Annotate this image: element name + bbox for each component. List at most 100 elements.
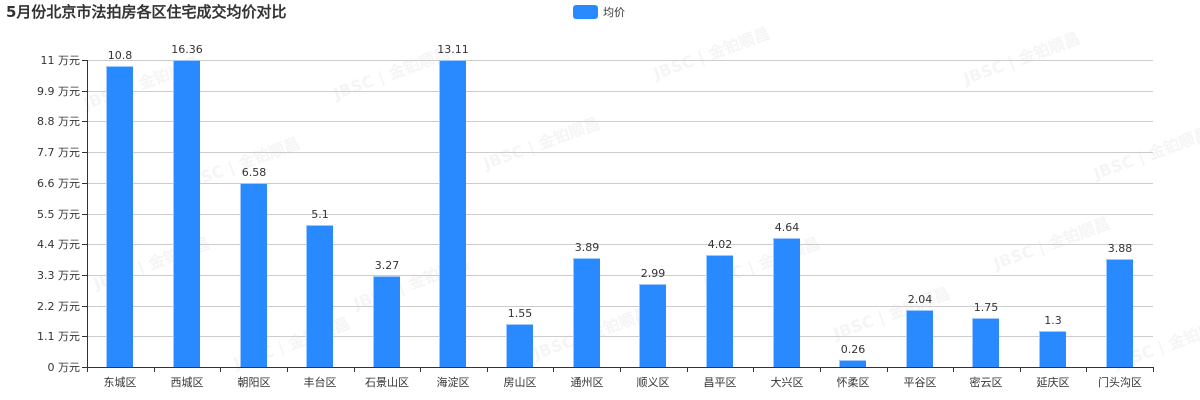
data-label: 16.36 bbox=[171, 43, 203, 56]
x-axis-tick bbox=[487, 367, 488, 372]
y-axis-label: 8.8 万元 bbox=[37, 115, 80, 128]
data-label: 13.11 bbox=[437, 43, 469, 56]
y-axis-tick bbox=[82, 91, 87, 92]
legend-swatch-icon bbox=[573, 5, 598, 19]
x-axis-label: 顺义区 bbox=[636, 376, 670, 389]
x-axis-tick bbox=[820, 367, 821, 372]
y-axis-tick bbox=[82, 183, 87, 184]
data-label: 4.64 bbox=[774, 221, 800, 234]
x-axis-label: 东城区 bbox=[103, 376, 137, 389]
y-axis-label: 1.1 万元 bbox=[37, 330, 80, 343]
bar-密云区[interactable] bbox=[972, 318, 999, 367]
x-axis-label: 石景山区 bbox=[365, 376, 409, 389]
gridline bbox=[87, 306, 1153, 307]
x-axis-label: 昌平区 bbox=[703, 376, 737, 389]
x-axis-tick bbox=[87, 367, 88, 372]
watermark: JBSC | 金铂顺昌 bbox=[650, 23, 773, 84]
legend-label: 均价 bbox=[603, 6, 625, 19]
x-axis-tick bbox=[220, 367, 221, 372]
x-axis-tick bbox=[1086, 367, 1087, 372]
x-axis-label: 密云区 bbox=[969, 376, 1003, 389]
data-label: 5.1 bbox=[311, 208, 329, 221]
x-axis-label: 西城区 bbox=[170, 376, 204, 389]
x-axis-tick bbox=[553, 367, 554, 372]
data-label: 1.3 bbox=[1044, 314, 1062, 327]
x-axis-tick bbox=[753, 367, 754, 372]
data-label: 2.04 bbox=[907, 293, 933, 306]
watermark: JBSC | 金铂顺昌 bbox=[830, 283, 953, 344]
y-axis-label: 5.5 万元 bbox=[37, 208, 80, 221]
gridline bbox=[87, 244, 1153, 245]
y-axis-label: 0 万元 bbox=[47, 361, 81, 374]
x-axis-label: 平谷区 bbox=[903, 376, 937, 389]
y-axis-label: 7.7 万元 bbox=[37, 146, 80, 159]
y-axis-tick bbox=[82, 121, 87, 122]
y-axis-tick bbox=[82, 306, 87, 307]
y-axis-tick bbox=[82, 244, 87, 245]
bar-平谷区[interactable] bbox=[906, 310, 933, 367]
x-axis-tick bbox=[1153, 367, 1154, 372]
gridline bbox=[87, 91, 1153, 92]
watermark: JBSC | 金铂顺昌 bbox=[480, 113, 603, 174]
y-axis-tick bbox=[82, 336, 87, 337]
gridline bbox=[87, 183, 1153, 184]
y-axis-tick bbox=[82, 60, 87, 61]
bar-东城区[interactable] bbox=[106, 66, 133, 367]
y-axis-tick bbox=[82, 214, 87, 215]
bar-朝阳区[interactable] bbox=[240, 183, 267, 367]
y-axis-line bbox=[87, 60, 88, 367]
data-label: 6.58 bbox=[241, 166, 267, 179]
data-label: 3.88 bbox=[1107, 242, 1133, 255]
watermark: JBSC | 金铂顺昌 bbox=[960, 28, 1083, 89]
x-axis-tick bbox=[887, 367, 888, 372]
x-axis-tick bbox=[953, 367, 954, 372]
bar-房山区[interactable] bbox=[506, 324, 533, 367]
x-axis-tick bbox=[420, 367, 421, 372]
x-axis-label: 通州区 bbox=[570, 376, 604, 389]
bar-西城区[interactable] bbox=[173, 60, 200, 367]
y-axis-label: 11 万元 bbox=[40, 54, 81, 67]
x-axis-label: 朝阳区 bbox=[237, 376, 271, 389]
legend-item-avg-price[interactable]: 均价 bbox=[573, 4, 625, 20]
gridline bbox=[87, 60, 1153, 61]
data-label: 1.75 bbox=[973, 301, 999, 314]
data-label: 3.89 bbox=[574, 241, 600, 254]
bar-石景山区[interactable] bbox=[373, 276, 400, 367]
gridline bbox=[87, 152, 1153, 153]
gridline bbox=[87, 336, 1153, 337]
x-axis-label: 房山区 bbox=[503, 376, 537, 389]
x-axis-tick bbox=[620, 367, 621, 372]
bar-延庆区[interactable] bbox=[1039, 331, 1066, 367]
gridline bbox=[87, 275, 1153, 276]
data-label: 4.02 bbox=[707, 238, 733, 251]
x-axis-label: 延庆区 bbox=[1036, 376, 1070, 389]
data-label: 0.26 bbox=[840, 343, 866, 356]
bar-昌平区[interactable] bbox=[706, 255, 733, 367]
x-axis-label: 海淀区 bbox=[436, 376, 470, 389]
bar-顺义区[interactable] bbox=[639, 284, 666, 367]
y-axis-label: 4.4 万元 bbox=[37, 238, 80, 251]
bar-大兴区[interactable] bbox=[773, 238, 800, 367]
x-axis-tick bbox=[287, 367, 288, 372]
data-label: 1.55 bbox=[507, 307, 533, 320]
gridline bbox=[87, 121, 1153, 122]
x-axis-tick bbox=[154, 367, 155, 372]
y-axis-tick bbox=[82, 152, 87, 153]
x-axis-label: 怀柔区 bbox=[836, 376, 870, 389]
data-label: 2.99 bbox=[640, 267, 666, 280]
chart-title: 5月份北京市法拍房各区住宅成交均价对比 bbox=[6, 3, 287, 21]
x-axis-label: 大兴区 bbox=[770, 376, 804, 389]
bar-通州区[interactable] bbox=[573, 258, 600, 367]
y-axis-label: 3.3 万元 bbox=[37, 269, 80, 282]
x-axis-label: 门头沟区 bbox=[1098, 376, 1142, 389]
x-axis-label: 丰台区 bbox=[303, 376, 337, 389]
y-axis-label: 6.6 万元 bbox=[37, 177, 80, 190]
y-axis-tick bbox=[82, 367, 87, 368]
gridline bbox=[87, 214, 1153, 215]
y-axis-tick bbox=[82, 275, 87, 276]
bar-海淀区[interactable] bbox=[439, 60, 466, 367]
bar-门头沟区[interactable] bbox=[1106, 259, 1133, 367]
bar-丰台区[interactable] bbox=[306, 225, 333, 367]
bar-怀柔区[interactable] bbox=[839, 360, 866, 367]
